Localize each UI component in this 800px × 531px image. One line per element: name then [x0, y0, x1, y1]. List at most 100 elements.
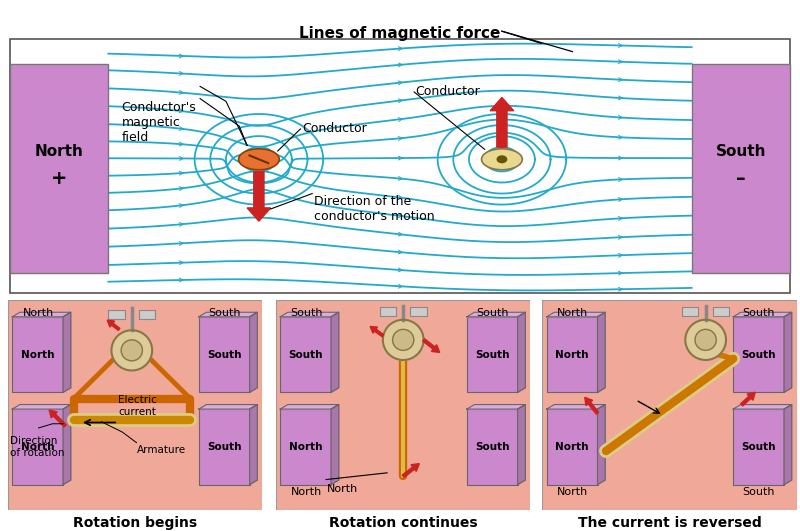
Text: South: South [742, 487, 775, 496]
Polygon shape [199, 312, 258, 317]
FancyArrow shape [247, 172, 270, 221]
FancyBboxPatch shape [10, 39, 790, 293]
Text: North: North [555, 442, 589, 452]
FancyBboxPatch shape [10, 64, 108, 272]
Text: South: South [742, 307, 775, 318]
Text: North: North [327, 484, 358, 494]
FancyBboxPatch shape [280, 409, 331, 485]
Polygon shape [518, 312, 526, 392]
Text: South: South [207, 349, 242, 359]
FancyBboxPatch shape [466, 317, 518, 392]
Text: Direction of the
conductor's motion: Direction of the conductor's motion [314, 195, 434, 223]
Text: North: North [23, 307, 54, 318]
Polygon shape [280, 405, 338, 409]
Polygon shape [466, 312, 526, 317]
FancyBboxPatch shape [8, 300, 262, 510]
FancyBboxPatch shape [12, 317, 63, 392]
FancyArrow shape [422, 339, 440, 353]
Polygon shape [199, 405, 258, 409]
Text: Conductor's
magnetic
field: Conductor's magnetic field [122, 101, 197, 144]
FancyBboxPatch shape [139, 310, 155, 319]
Polygon shape [734, 312, 792, 317]
Polygon shape [784, 405, 792, 485]
FancyBboxPatch shape [734, 409, 784, 485]
Text: South: South [742, 442, 776, 452]
Text: South: South [207, 442, 242, 452]
FancyArrow shape [741, 392, 755, 406]
Polygon shape [63, 405, 70, 485]
FancyBboxPatch shape [734, 317, 784, 392]
Text: North: North [34, 143, 83, 159]
Polygon shape [331, 405, 338, 485]
Text: The current is reversed: The current is reversed [578, 516, 762, 530]
FancyArrow shape [490, 98, 514, 147]
Text: South: South [208, 307, 241, 318]
Text: Electric
current: Electric current [118, 395, 157, 417]
Polygon shape [598, 405, 605, 485]
Polygon shape [250, 312, 258, 392]
Polygon shape [734, 405, 792, 409]
FancyBboxPatch shape [380, 307, 396, 316]
FancyBboxPatch shape [542, 300, 797, 510]
Text: North: North [289, 442, 322, 452]
FancyBboxPatch shape [276, 300, 530, 510]
Ellipse shape [238, 149, 279, 170]
Polygon shape [784, 312, 792, 392]
Text: Rotation continues: Rotation continues [329, 516, 478, 530]
Circle shape [498, 156, 506, 162]
Polygon shape [63, 312, 70, 392]
Text: Direction
of rotation: Direction of rotation [10, 436, 65, 458]
Polygon shape [598, 312, 605, 392]
Text: +: + [50, 169, 67, 188]
Text: North: North [21, 349, 54, 359]
Circle shape [393, 329, 414, 350]
FancyArrow shape [107, 320, 120, 330]
FancyBboxPatch shape [280, 317, 331, 392]
Text: North: North [291, 487, 322, 496]
Circle shape [695, 329, 716, 350]
Text: South: South [742, 349, 776, 359]
FancyBboxPatch shape [12, 409, 63, 485]
FancyArrow shape [402, 464, 419, 477]
FancyBboxPatch shape [546, 409, 598, 485]
Circle shape [383, 320, 423, 360]
Text: Conductor: Conductor [302, 123, 366, 135]
Polygon shape [280, 312, 338, 317]
Text: Rotation begins: Rotation begins [73, 516, 198, 530]
Ellipse shape [482, 149, 522, 170]
Text: South: South [476, 307, 509, 318]
Text: –: – [736, 169, 746, 188]
Polygon shape [546, 312, 605, 317]
Polygon shape [250, 405, 258, 485]
Text: Armature: Armature [138, 445, 186, 455]
Polygon shape [12, 312, 70, 317]
Text: North: North [558, 307, 589, 318]
Polygon shape [546, 405, 605, 409]
FancyBboxPatch shape [692, 64, 790, 272]
FancyBboxPatch shape [410, 307, 426, 316]
FancyBboxPatch shape [109, 310, 125, 319]
FancyBboxPatch shape [682, 307, 698, 316]
Text: Lines of magnetic force: Lines of magnetic force [299, 25, 501, 41]
Text: South: South [475, 442, 510, 452]
Polygon shape [12, 405, 70, 409]
FancyArrow shape [585, 397, 598, 414]
Text: Conductor: Conductor [416, 85, 481, 98]
Text: South: South [716, 143, 766, 159]
Text: North: North [558, 487, 589, 496]
Polygon shape [518, 405, 526, 485]
Polygon shape [466, 405, 526, 409]
Circle shape [122, 340, 142, 361]
Text: North: North [21, 442, 54, 452]
Polygon shape [331, 312, 338, 392]
FancyBboxPatch shape [546, 317, 598, 392]
FancyArrow shape [370, 327, 384, 337]
Text: South: South [289, 349, 323, 359]
Text: South: South [475, 349, 510, 359]
Text: South: South [290, 307, 322, 318]
FancyBboxPatch shape [199, 317, 250, 392]
FancyArrow shape [49, 410, 66, 427]
FancyBboxPatch shape [713, 307, 729, 316]
FancyBboxPatch shape [199, 409, 250, 485]
Circle shape [686, 320, 726, 360]
